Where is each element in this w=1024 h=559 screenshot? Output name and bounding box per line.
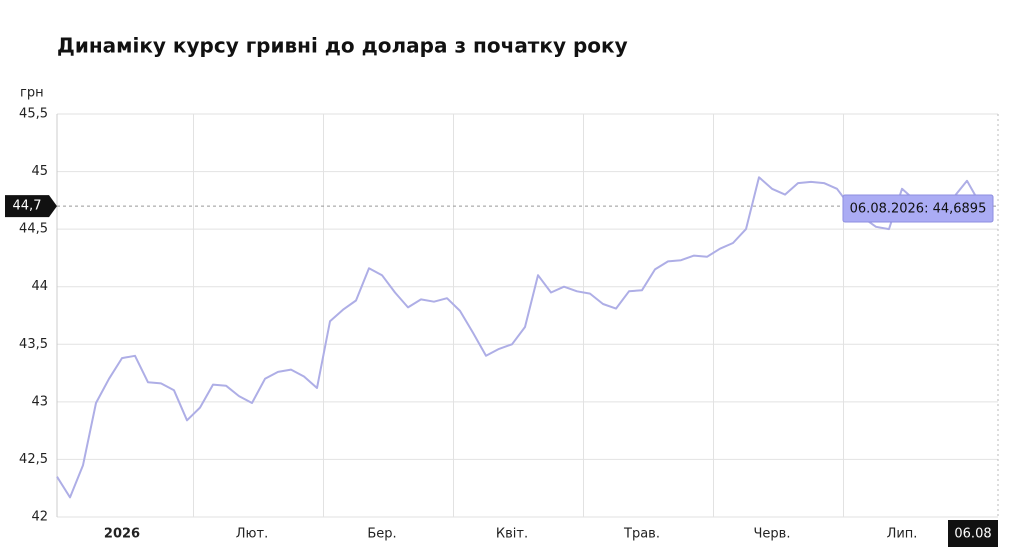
y-tick-label: 43,5 (19, 337, 48, 352)
x-tick-label: Трав. (623, 527, 660, 542)
marker-badge (5, 195, 57, 218)
x-tick-label: Квіт. (496, 527, 528, 542)
y-tick-label: 45,5 (19, 107, 48, 122)
y-tick-label: 45 (31, 164, 48, 179)
tooltip-text: 06.08.2026: 44,6895 (850, 202, 987, 217)
y-tick-label: 44,5 (19, 222, 48, 237)
x-tick-label: Лют. (236, 527, 268, 542)
y-tick-label: 44 (31, 279, 48, 294)
y-axis-label: грн (20, 86, 44, 101)
x-tick-label: Черв. (754, 527, 791, 542)
chart-title: Динаміку курсу гривні до долара з початк… (57, 34, 628, 58)
x-tick-label: Лип. (887, 527, 918, 542)
x-tick-label: Бер. (367, 527, 396, 542)
y-tick-label: 42,5 (19, 452, 48, 467)
y-tick-label: 42 (31, 510, 48, 525)
y-tick-label: 43 (31, 394, 48, 409)
x-tick-label: 2026 (104, 527, 140, 542)
current-date-badge (948, 520, 998, 547)
tooltip-box (842, 194, 994, 223)
x-tick-label: 06.08 (954, 527, 991, 542)
series-line (56, 176, 994, 499)
marker-label: 44,7 (13, 199, 42, 214)
